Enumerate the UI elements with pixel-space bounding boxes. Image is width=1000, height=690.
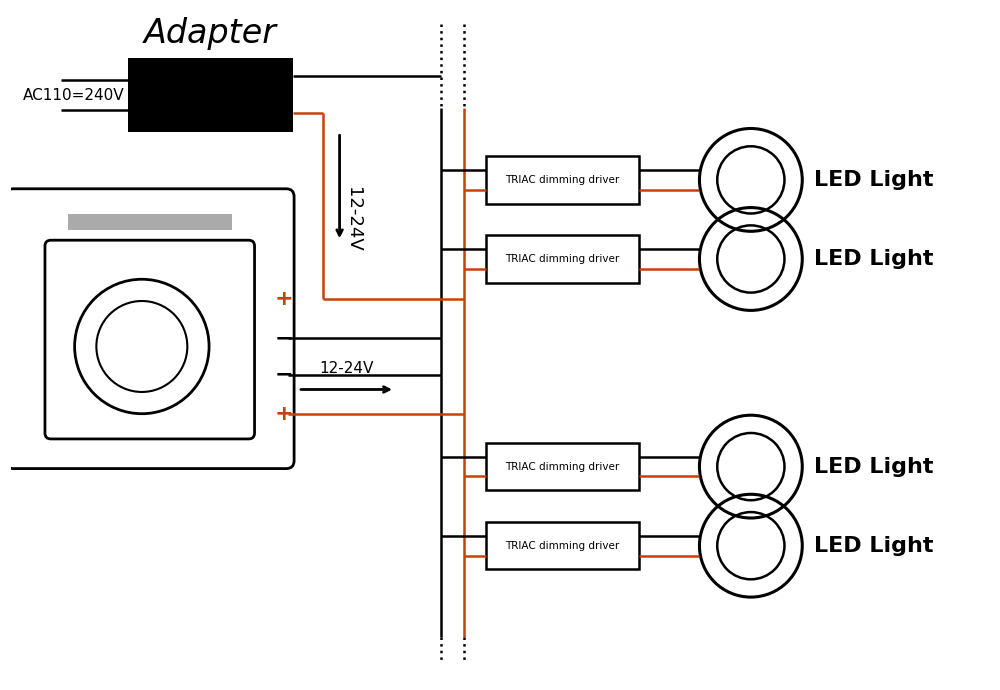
- Text: LED Light: LED Light: [814, 249, 934, 269]
- Text: LED Light: LED Light: [814, 535, 934, 555]
- Bar: [486, 235, 639, 283]
- Text: 12-24V: 12-24V: [344, 187, 362, 252]
- Text: TRIAC dimming driver: TRIAC dimming driver: [505, 175, 620, 185]
- Text: −: −: [275, 328, 294, 348]
- Text: Adapter: Adapter: [144, 17, 277, 50]
- Text: TRIAC dimming driver: TRIAC dimming driver: [505, 254, 620, 264]
- Text: TRIAC dimming driver: TRIAC dimming driver: [505, 541, 620, 551]
- Text: AC110=240V: AC110=240V: [22, 88, 124, 103]
- Bar: [486, 522, 639, 569]
- Text: +: +: [275, 404, 294, 424]
- Bar: [486, 443, 639, 491]
- Bar: [68, 215, 232, 230]
- Bar: [128, 58, 293, 132]
- FancyBboxPatch shape: [45, 240, 255, 439]
- Text: 12-24V: 12-24V: [319, 361, 374, 375]
- Text: TRIAC dimming driver: TRIAC dimming driver: [505, 462, 620, 471]
- Bar: [486, 156, 639, 204]
- FancyBboxPatch shape: [5, 189, 294, 469]
- Text: LED Light: LED Light: [814, 170, 934, 190]
- Text: +: +: [275, 288, 294, 308]
- Text: −: −: [275, 364, 294, 384]
- Text: LED Light: LED Light: [814, 457, 934, 477]
